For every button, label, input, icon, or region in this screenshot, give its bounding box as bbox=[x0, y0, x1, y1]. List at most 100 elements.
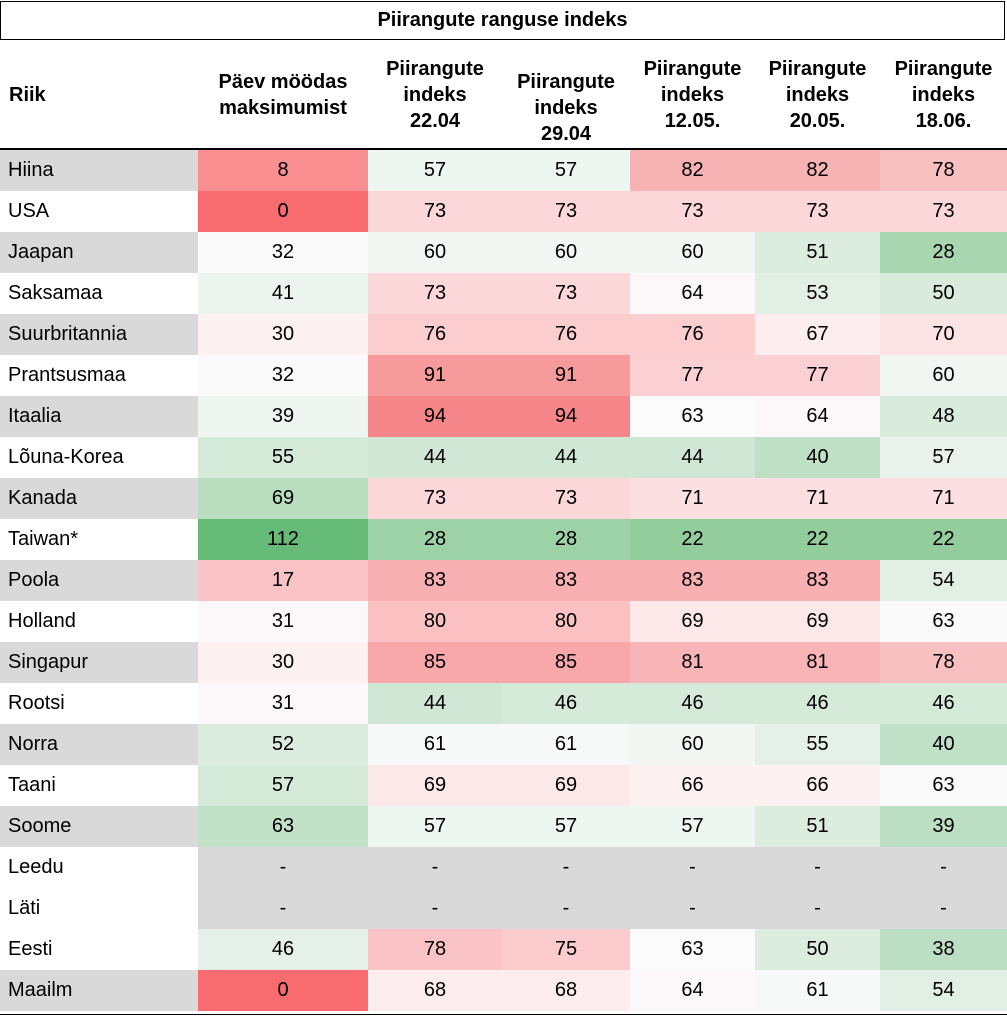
heatmap-cell: 68 bbox=[368, 970, 502, 1011]
row-label: Norra bbox=[0, 724, 198, 765]
row-label: Holland bbox=[0, 601, 198, 642]
heatmap-cell: 57 bbox=[502, 806, 630, 847]
heatmap-cell: 60 bbox=[368, 232, 502, 273]
row-label: Taiwan* bbox=[0, 519, 198, 560]
heatmap-cell: 81 bbox=[630, 642, 755, 683]
heatmap-cell: 69 bbox=[630, 601, 755, 642]
heatmap-cell: 31 bbox=[198, 683, 368, 724]
heatmap-cell: 69 bbox=[502, 765, 630, 806]
heatmap-cell: 48 bbox=[880, 396, 1007, 437]
heatmap-cell: 46 bbox=[880, 683, 1007, 724]
table-title: Piirangute ranguse indeks bbox=[0, 1, 1005, 40]
row-label: Kanada bbox=[0, 478, 198, 519]
heatmap-cell: 61 bbox=[755, 970, 880, 1011]
heatmap-cell: 66 bbox=[755, 765, 880, 806]
heatmap-cell: 68 bbox=[502, 970, 630, 1011]
heatmap-cell: 70 bbox=[880, 314, 1007, 355]
row-label: Singapur bbox=[0, 642, 198, 683]
heatmap-cell: 38 bbox=[880, 929, 1007, 970]
heatmap-cell: 32 bbox=[198, 355, 368, 396]
heatmap-cell: 94 bbox=[502, 396, 630, 437]
row-label: Lõuna-Korea bbox=[0, 437, 198, 478]
row-label: Saksamaa bbox=[0, 273, 198, 314]
heatmap-cell: 71 bbox=[755, 478, 880, 519]
heatmap-cell: - bbox=[630, 888, 755, 929]
heatmap-cell: - bbox=[502, 847, 630, 888]
heatmap-cell: 54 bbox=[880, 970, 1007, 1011]
header-days-since-peak: Päev möödas maksimumist bbox=[218, 70, 348, 119]
heatmap-cell: 39 bbox=[880, 806, 1007, 847]
heatmap-cell: - bbox=[880, 888, 1007, 929]
heatmap-cell: 40 bbox=[880, 724, 1007, 765]
heatmap-cell: 44 bbox=[368, 683, 502, 724]
heatmap-cell: - bbox=[198, 847, 368, 888]
heatmap-cell: 28 bbox=[880, 232, 1007, 273]
heatmap-cell: 17 bbox=[198, 560, 368, 601]
heatmap-cell: 66 bbox=[630, 765, 755, 806]
heatmap-cell: 30 bbox=[198, 642, 368, 683]
heatmap-cell: 64 bbox=[630, 970, 755, 1011]
heatmap-cell: 76 bbox=[630, 314, 755, 355]
heatmap-cell: 30 bbox=[198, 314, 368, 355]
heatmap-cell: 22 bbox=[880, 519, 1007, 560]
header-divider bbox=[0, 148, 1007, 150]
heatmap-cell: 60 bbox=[630, 232, 755, 273]
heatmap-cell: 67 bbox=[755, 314, 880, 355]
heatmap-cell: - bbox=[880, 847, 1007, 888]
heatmap-cell: 41 bbox=[198, 273, 368, 314]
heatmap-cell: - bbox=[755, 847, 880, 888]
heatmap-cell: 73 bbox=[502, 478, 630, 519]
heatmap-cell: 44 bbox=[368, 437, 502, 478]
heatmap-cell: 63 bbox=[880, 601, 1007, 642]
heatmap-cell: 85 bbox=[502, 642, 630, 683]
table-bottom-border bbox=[0, 1014, 1007, 1015]
heatmap-cell: 94 bbox=[368, 396, 502, 437]
heatmap-cell: 112 bbox=[198, 519, 368, 560]
heatmap-cell: 91 bbox=[502, 355, 630, 396]
heatmap-cell: 78 bbox=[880, 642, 1007, 683]
heatmap-cell: 85 bbox=[368, 642, 502, 683]
heatmap-cell: 51 bbox=[755, 806, 880, 847]
heatmap-cell: 80 bbox=[368, 601, 502, 642]
row-label: Prantsusmaa bbox=[0, 355, 198, 396]
heatmap-cell: 31 bbox=[198, 601, 368, 642]
header-index-20-05: Piirangute indeks 20.05. bbox=[768, 57, 867, 132]
heatmap-cell: 69 bbox=[198, 478, 368, 519]
heatmap-cell: - bbox=[368, 888, 502, 929]
row-label: Suurbritannia bbox=[0, 314, 198, 355]
header-index-12-05: Piirangute indeks 12.05. bbox=[643, 57, 742, 132]
row-label: Läti bbox=[0, 888, 198, 929]
heatmap-cell: 40 bbox=[755, 437, 880, 478]
heatmap-cell: 73 bbox=[880, 191, 1007, 232]
header-country: Riik bbox=[9, 83, 46, 106]
row-label: Rootsi bbox=[0, 683, 198, 724]
heatmap-cell: 46 bbox=[502, 683, 630, 724]
heatmap-cell: 73 bbox=[630, 191, 755, 232]
heatmap-cell: 63 bbox=[630, 929, 755, 970]
row-label: Leedu bbox=[0, 847, 198, 888]
row-label: Soome bbox=[0, 806, 198, 847]
heatmap-cell: 76 bbox=[368, 314, 502, 355]
heatmap-cell: 64 bbox=[755, 396, 880, 437]
heatmap-cell: 82 bbox=[630, 150, 755, 191]
heatmap-cell: 82 bbox=[755, 150, 880, 191]
heatmap-cell: 83 bbox=[502, 560, 630, 601]
heatmap-cell: 69 bbox=[755, 601, 880, 642]
heatmap-cell: 52 bbox=[198, 724, 368, 765]
row-label: Maailm bbox=[0, 970, 198, 1011]
heatmap-cell: 53 bbox=[755, 273, 880, 314]
heatmap-cell: - bbox=[630, 847, 755, 888]
heatmap-cell: 64 bbox=[630, 273, 755, 314]
heatmap-cell: 46 bbox=[630, 683, 755, 724]
heatmap-cell: 0 bbox=[198, 970, 368, 1011]
heatmap-cell: 71 bbox=[880, 478, 1007, 519]
heatmap-cell: 44 bbox=[630, 437, 755, 478]
heatmap-cell: 0 bbox=[198, 191, 368, 232]
heatmap-cell: 50 bbox=[755, 929, 880, 970]
heatmap-cell: 69 bbox=[368, 765, 502, 806]
heatmap-cell: 8 bbox=[198, 150, 368, 191]
heatmap-cell: 83 bbox=[755, 560, 880, 601]
heatmap-cell: 83 bbox=[630, 560, 755, 601]
heatmap-cell: 63 bbox=[630, 396, 755, 437]
heatmap-cell: 60 bbox=[880, 355, 1007, 396]
